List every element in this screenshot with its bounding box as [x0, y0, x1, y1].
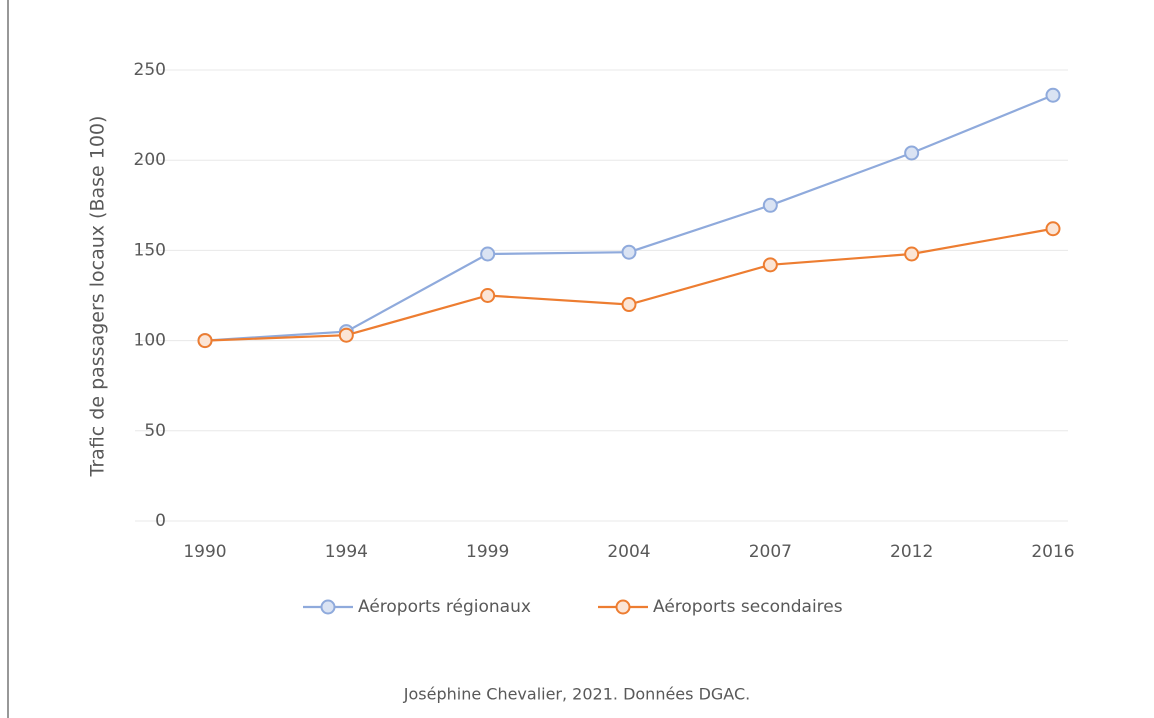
legend-marker	[320, 599, 336, 615]
point-marker	[1045, 221, 1061, 237]
source-note: Joséphine Chevalier, 2021. Données DGAC.	[403, 685, 750, 704]
x-tick-label: 2007	[749, 542, 792, 562]
x-tick-label: 1990	[183, 542, 226, 562]
y-tick-label: 0	[155, 511, 166, 531]
point-marker	[1045, 87, 1061, 103]
point-marker	[762, 257, 778, 273]
x-tick-label: 1994	[325, 542, 368, 562]
y-tick-label: 50	[144, 421, 166, 441]
x-tick-label: 1999	[466, 542, 509, 562]
point-marker	[338, 327, 354, 343]
legend-label: Aéroports régionaux	[358, 597, 531, 617]
point-marker	[480, 288, 496, 303]
y-tick-label: 100	[134, 331, 166, 351]
point-marker	[904, 246, 920, 262]
y-tick-label: 250	[134, 60, 166, 80]
x-tick-label: 2016	[1031, 542, 1074, 562]
legend-marker	[615, 599, 631, 615]
x-tick-label: 2012	[890, 542, 933, 562]
y-tick-label: 200	[134, 150, 166, 170]
point-marker	[621, 297, 637, 313]
point-marker	[762, 197, 778, 213]
point-marker	[904, 145, 920, 161]
point-marker	[621, 244, 637, 260]
legend-label: Aéroports secondaires	[653, 597, 843, 617]
x-tick-label: 2004	[607, 542, 650, 562]
point-marker	[197, 333, 213, 349]
y-axis-label: Trafic de passagers locaux (Base 100)	[87, 116, 109, 478]
point-marker	[480, 246, 496, 262]
y-tick-label: 150	[134, 240, 166, 260]
